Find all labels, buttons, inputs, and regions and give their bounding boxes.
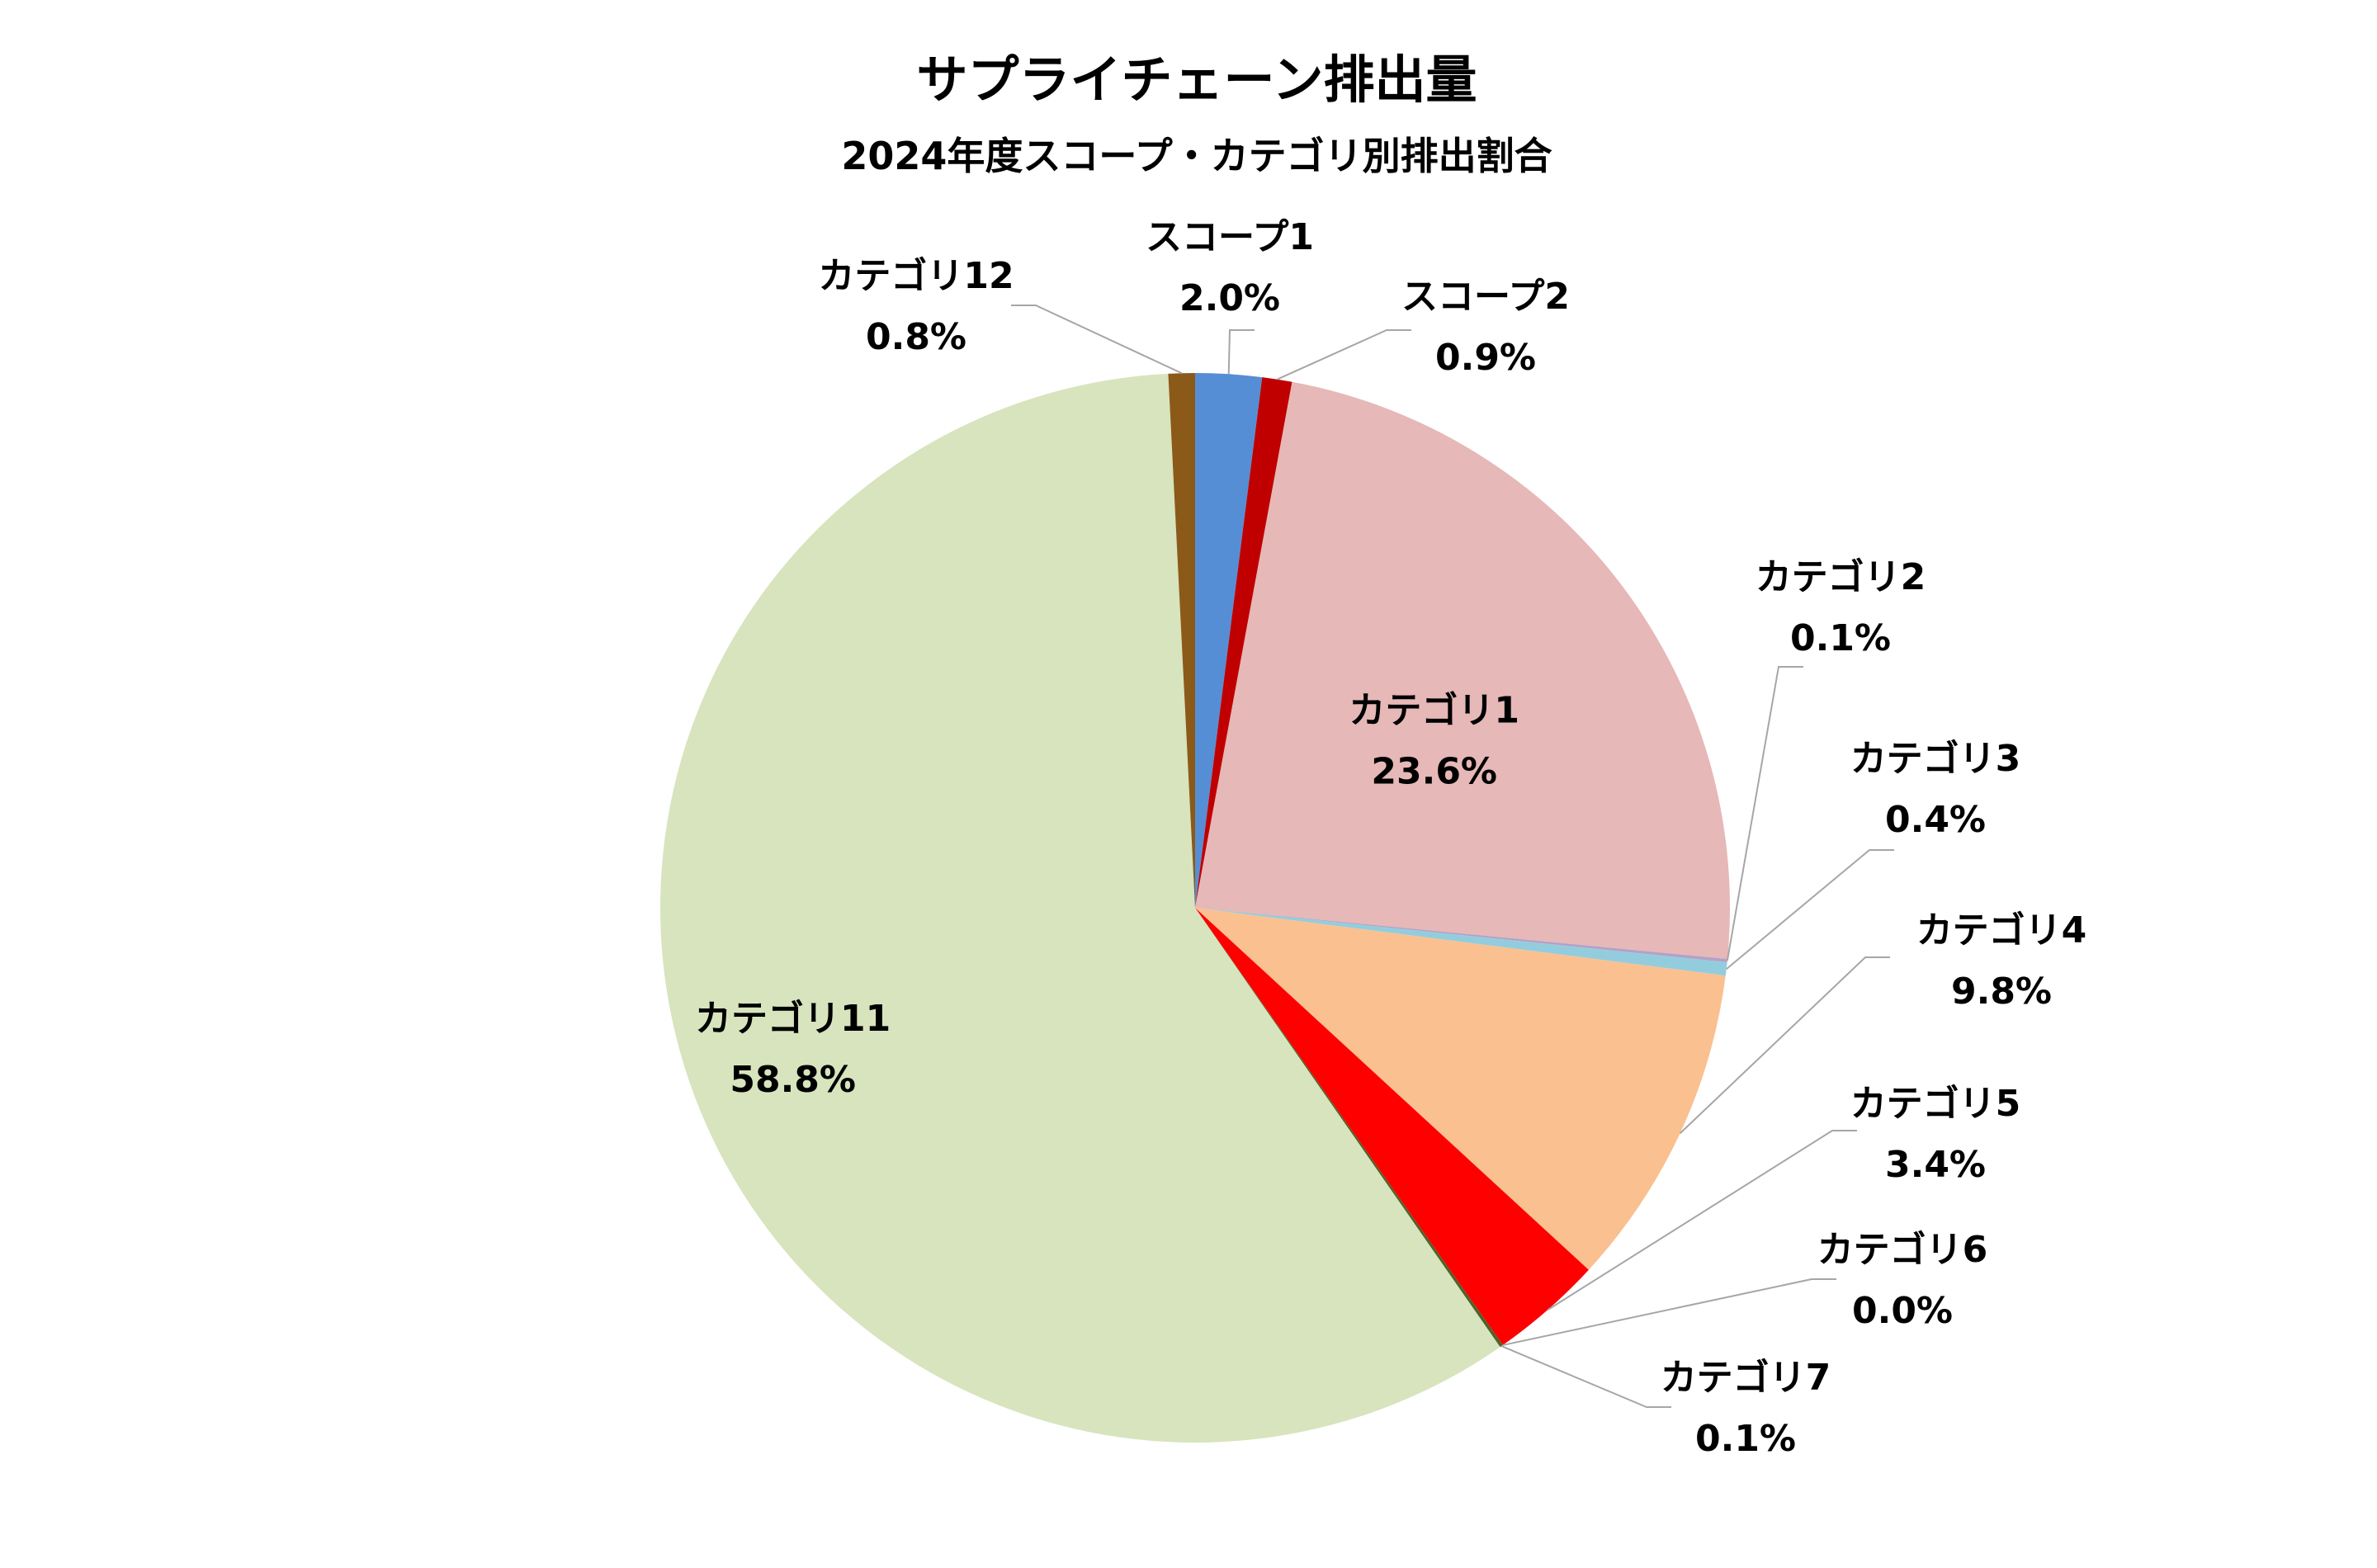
slice-11-percent-label: 0.8% (866, 316, 966, 358)
slice-5-percent-label: 0.4% (1885, 799, 1986, 841)
leader-lines (1011, 305, 1894, 1408)
slice-1 (1195, 373, 1263, 908)
chart-title: サプライチェーン排出量 (917, 50, 1477, 110)
slice-7-leader-line (1547, 1130, 1857, 1311)
slice-5-leader-line (1726, 849, 1894, 970)
slice-3-percent-label: 23.6% (1371, 750, 1497, 792)
slice-7 (1195, 908, 1589, 1345)
slice-11 (1168, 373, 1195, 908)
slice-2-category-label: スコープ2 (1401, 276, 1570, 318)
slice-9-percent-label: 0.1% (1695, 1418, 1796, 1460)
slice-5-category-label: カテゴリ3 (1850, 738, 2021, 780)
slice-9 (1195, 908, 1503, 1348)
slice-6 (1195, 908, 1726, 1270)
data-labels: スコープ1 2.0% スコープ2 0.9% カテゴリ1 23.6% カテゴリ2 0.1% カテゴ… (695, 216, 2086, 1460)
slice-4 (1195, 908, 1728, 963)
slice-2 (1195, 377, 1292, 909)
slice-11-category-label: カテゴリ12 (818, 255, 1014, 297)
slice-1-leader-line (1227, 329, 1255, 375)
slice-6-category-label: カテゴリ4 (1916, 909, 2087, 952)
slice-10-category-label: カテゴリ11 (695, 998, 891, 1040)
slice-2-percent-label: 0.9% (1435, 337, 1536, 379)
slice-4-leader-line (1726, 666, 1803, 961)
slice-7-category-label: カテゴリ5 (1850, 1083, 2021, 1125)
slice-4-percent-label: 0.1% (1790, 617, 1891, 659)
slice-1-percent-label: 2.0% (1179, 277, 1280, 319)
slice-7-percent-label: 3.4% (1885, 1144, 1986, 1186)
slice-2-leader-line (1277, 329, 1411, 380)
slice-10-percent-label: 58.8% (730, 1059, 856, 1101)
slice-11-leader-line (1011, 305, 1183, 375)
slice-6-percent-label: 9.8% (1951, 971, 2052, 1013)
slice-6-leader-line (1679, 956, 1890, 1135)
slice-4-category-label: カテゴリ2 (1756, 556, 1926, 598)
slice-1-category-label: スコープ1 (1146, 216, 1314, 258)
slice-8-leader-line (1502, 1278, 1836, 1346)
chart-subtitle: 2024年度スコープ・カテゴリ別排出割合 (841, 134, 1552, 178)
slice-5 (1195, 908, 1727, 976)
slice-3-category-label: カテゴリ1 (1349, 689, 1519, 731)
slice-8-category-label: カテゴリ6 (1817, 1229, 1988, 1271)
pie-slices (659, 373, 1731, 1443)
slice-8-percent-label: 0.0% (1852, 1290, 1953, 1332)
slice-9-leader-line (1500, 1345, 1671, 1408)
slice-10 (659, 373, 1500, 1443)
slice-3 (1195, 381, 1731, 960)
slice-9-category-label: カテゴリ7 (1661, 1357, 1831, 1399)
